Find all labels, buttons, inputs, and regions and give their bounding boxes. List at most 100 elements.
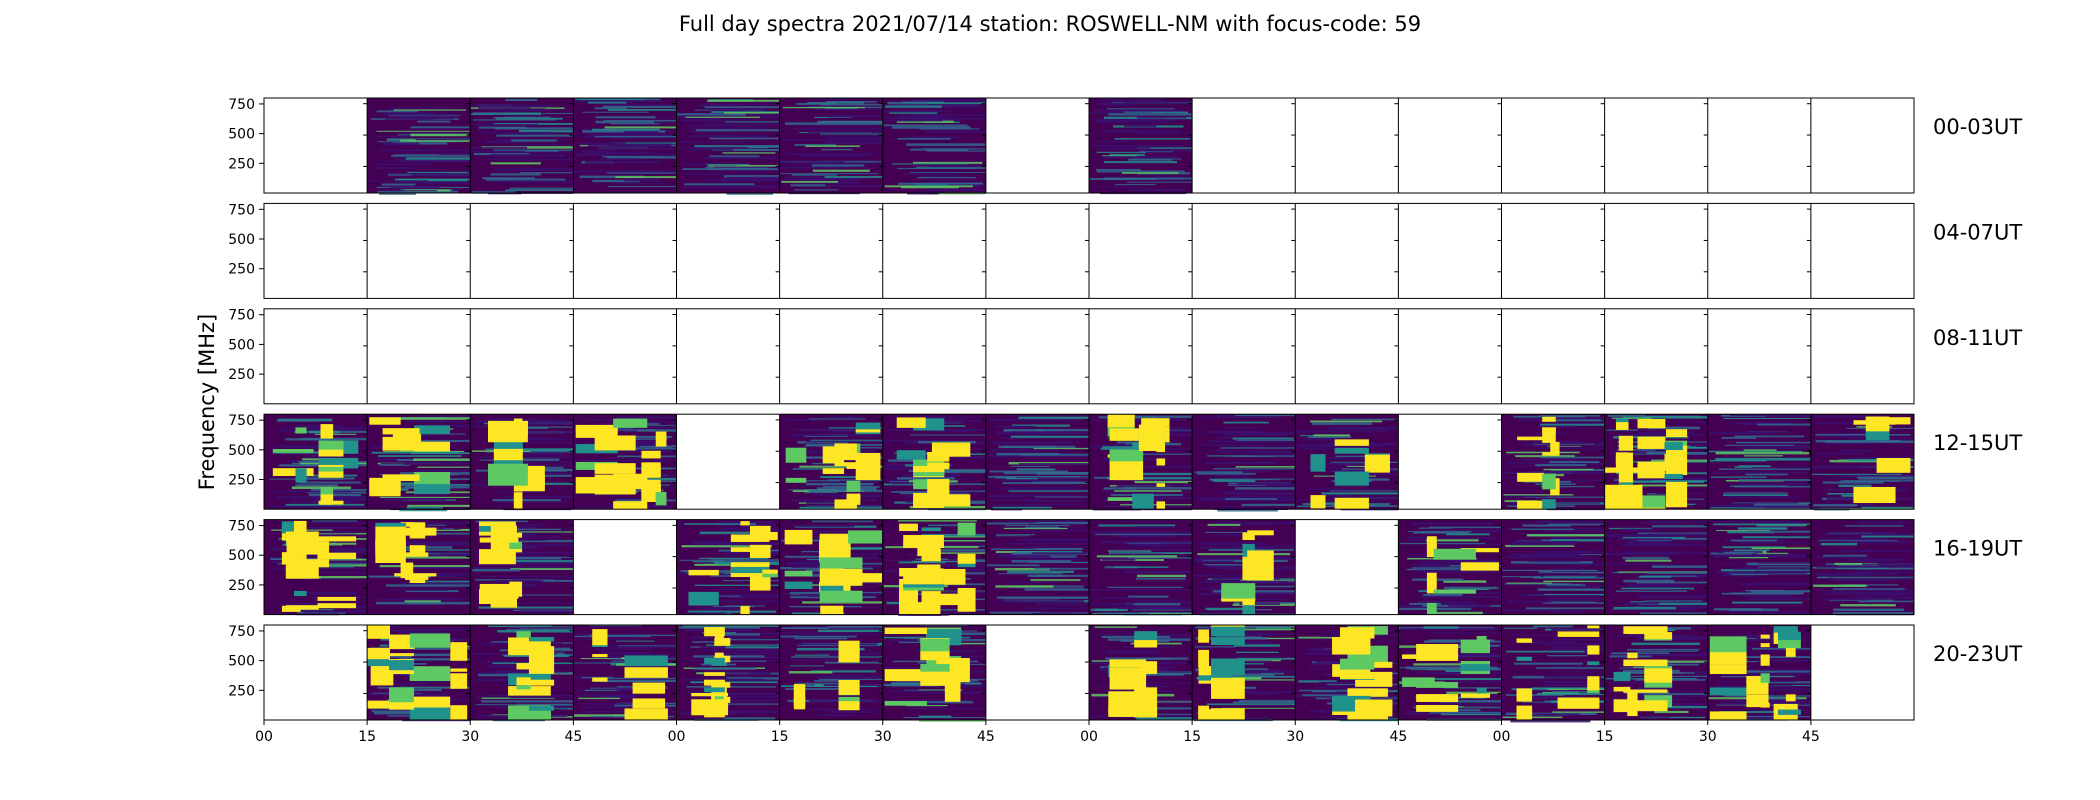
spectrum-line — [887, 101, 928, 105]
spectrum-line — [793, 127, 883, 130]
spectrum-line — [1018, 416, 1089, 419]
spectrum-line — [406, 566, 471, 569]
spectrum-line — [503, 116, 551, 118]
spectrum-burst — [369, 417, 401, 425]
spectrum-line — [1829, 533, 1914, 536]
spectrum-line — [403, 462, 451, 465]
spectrum-line — [499, 490, 546, 493]
panel — [470, 98, 574, 195]
spectrum-burst — [1516, 707, 1533, 717]
spectrum-line — [367, 180, 429, 182]
spectrum-burst — [519, 465, 545, 471]
spectrum-line — [377, 455, 462, 457]
spectrum-line — [726, 192, 773, 195]
spectrum-line — [888, 701, 974, 704]
spectrum-line — [1549, 665, 1602, 667]
spectrum-line — [309, 428, 368, 431]
spectrum-line — [315, 532, 368, 535]
spectrum-line — [1428, 677, 1502, 681]
row-label: 00-03UT — [1933, 115, 2022, 139]
spectrum-burst — [1516, 656, 1533, 661]
spectrum-line — [805, 440, 883, 443]
spectrum-line — [303, 578, 355, 580]
spectrum-line — [1005, 525, 1070, 527]
y-axis-label: Frequency [MHz] — [195, 314, 219, 490]
spectrum-line — [1302, 438, 1338, 441]
spectrum-line — [1721, 569, 1811, 572]
spectrum-line — [409, 654, 441, 656]
spectrum-burst — [655, 431, 667, 447]
spectrum-burst — [1666, 481, 1688, 494]
spectrum-line — [1504, 583, 1571, 585]
spectrum-line — [798, 177, 858, 181]
spectrum-line — [1544, 575, 1597, 577]
spectrum-line — [820, 476, 871, 479]
spectrum-line — [372, 521, 422, 524]
spectrum-line — [1637, 451, 1675, 453]
spectrum-line — [925, 425, 966, 427]
spectrum-line — [1731, 539, 1777, 542]
spectrum-line — [1742, 536, 1811, 539]
spectrum-line — [398, 658, 471, 661]
spectrum-line — [473, 119, 557, 121]
spectrum-line — [1300, 447, 1365, 450]
spectrum-line — [1850, 571, 1914, 574]
spectrum-burst — [1876, 417, 1911, 425]
spectrum-line — [518, 129, 557, 131]
spectrum-line — [1522, 459, 1578, 462]
spectrum-line — [1302, 694, 1349, 697]
spectrum-burst — [285, 564, 319, 579]
spectrum-burst — [931, 442, 971, 457]
spectrum-line — [1126, 496, 1193, 500]
spectrum-line — [1832, 612, 1913, 615]
spectrum-line — [1305, 466, 1356, 468]
spectrum-line — [712, 606, 755, 608]
spectrum-burst — [369, 477, 401, 489]
spectrum-line — [407, 171, 469, 173]
spectrum-burst — [375, 539, 406, 550]
spectrum-line — [409, 532, 471, 535]
spectrum-burst — [613, 501, 648, 510]
spectrum-line — [824, 547, 883, 550]
spectrum-line — [1448, 605, 1491, 608]
spectrum-line — [1521, 444, 1605, 447]
spectrum-line — [506, 560, 574, 563]
row-label: 04-07UT — [1933, 220, 2022, 244]
spectrum-line — [1716, 459, 1811, 461]
spectrum-line — [991, 548, 1083, 551]
spectrum-line — [370, 656, 412, 658]
spectrum-burst — [1339, 672, 1375, 680]
spectrum-line — [884, 185, 973, 188]
spectrum-line — [1812, 465, 1911, 469]
spectrum-line — [1140, 544, 1193, 547]
spectrum-line — [617, 447, 677, 450]
spectrum-burst — [1557, 697, 1600, 706]
spectrum-line — [925, 107, 986, 109]
spectrum-line — [1537, 425, 1578, 428]
spectrum-burst — [1613, 671, 1631, 682]
spectrum-line — [1139, 662, 1176, 665]
spectrum-line — [1239, 602, 1281, 606]
spectrum-line — [475, 520, 528, 523]
spectrum-line — [1504, 627, 1538, 629]
spectrum-burst — [1138, 443, 1165, 447]
spectrum-line — [818, 629, 883, 633]
spectrum-line — [518, 464, 574, 466]
spectrum-line — [394, 181, 471, 183]
spectrum-line — [705, 123, 780, 126]
spectrum-line — [1124, 415, 1193, 418]
panel — [1089, 414, 1193, 511]
spectrum-line — [1327, 427, 1399, 430]
spectrum-burst — [1476, 687, 1487, 699]
spectrum-burst — [528, 646, 555, 661]
x-tick-label: 00 — [255, 729, 273, 745]
spectrum-line — [1011, 424, 1070, 427]
panel — [470, 625, 574, 722]
spectrum-line — [796, 102, 836, 105]
spectrum-line — [1644, 653, 1708, 657]
spectrum-line — [889, 139, 937, 141]
spectrum-line — [418, 415, 471, 418]
spectrum-line — [1605, 534, 1686, 538]
y-tick-label: 500 — [228, 443, 255, 459]
spectrum-line — [1620, 528, 1654, 532]
